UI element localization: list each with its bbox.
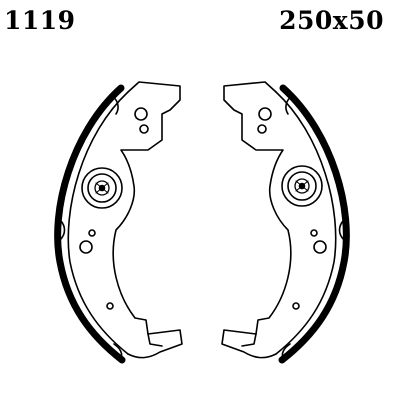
left-rivet-bottom: [113, 343, 123, 361]
left-mid-hole: [79, 240, 93, 254]
right-shoe-rim: [275, 91, 337, 355]
left-rivet-mid: [59, 219, 66, 241]
dimension-label: 250x50: [279, 6, 384, 35]
left-brake-shoe: [54, 81, 183, 364]
right-mid-hole: [313, 240, 327, 254]
left-rivet-top: [111, 95, 119, 115]
right-shoe-web: [221, 81, 292, 359]
left-shoe-foot: [147, 333, 163, 347]
left-lower-hole: [106, 302, 114, 310]
right-upper-small-hole: [257, 124, 267, 134]
right-shoe-lining: [278, 84, 350, 364]
right-upper-hole: [258, 107, 272, 121]
left-shoe-lining: [54, 84, 126, 364]
left-shoe-rim: [67, 91, 129, 355]
right-rivet-bottom: [281, 343, 291, 361]
right-rivet-top: [285, 95, 293, 115]
left-shoe-web: [112, 81, 183, 359]
right-pivot-hub: [281, 165, 323, 207]
left-upper-small-hole: [139, 124, 149, 134]
right-brake-shoe: [221, 81, 350, 364]
right-rivet-mid: [338, 219, 345, 241]
left-pivot-hub: [81, 167, 123, 209]
left-mid-small-hole: [88, 229, 96, 237]
part-number: 1119: [4, 6, 76, 35]
left-upper-hole: [134, 107, 148, 121]
right-shoe-foot: [241, 333, 257, 347]
right-mid-small-hole: [310, 229, 318, 237]
right-lower-hole: [292, 302, 300, 310]
